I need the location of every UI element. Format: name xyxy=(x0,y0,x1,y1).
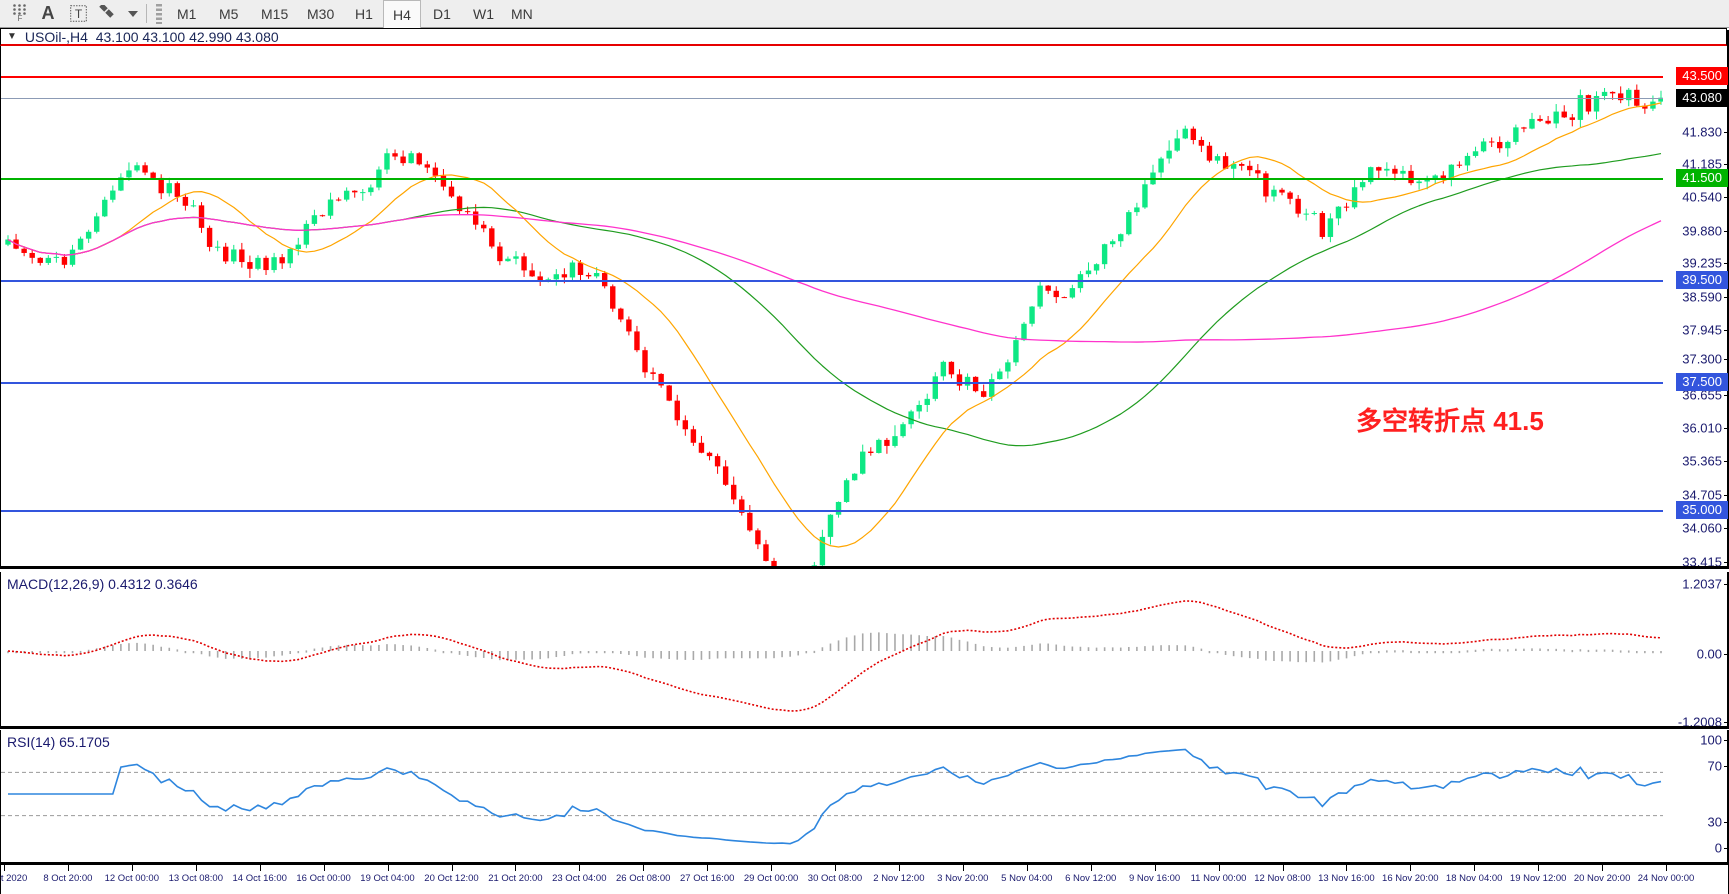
svg-text:T: T xyxy=(74,7,82,21)
